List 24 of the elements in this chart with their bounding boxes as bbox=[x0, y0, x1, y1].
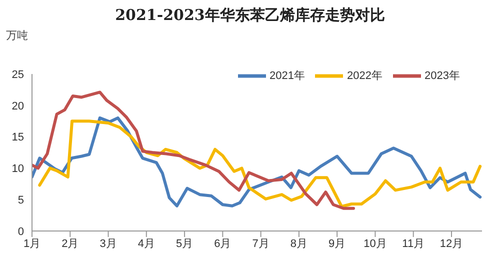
y-tick-label: 0 bbox=[18, 226, 24, 238]
x-tick-label: 1月 bbox=[23, 238, 41, 250]
legend-label: 2022年 bbox=[347, 70, 383, 82]
x-tick-label: 5月 bbox=[176, 238, 194, 250]
x-tick-label: 7月 bbox=[252, 238, 270, 250]
y-tick-label: 5 bbox=[18, 194, 24, 207]
chart-title: 2021-2023年华东苯乙烯库存走势对比 bbox=[114, 6, 386, 25]
x-tick-label: 9月 bbox=[328, 238, 346, 250]
x-tick-label: 6月 bbox=[214, 238, 232, 250]
x-tick-label: 10月 bbox=[364, 238, 387, 250]
x-tick-label: 8月 bbox=[290, 238, 308, 250]
x-tick-label: 2月 bbox=[62, 238, 79, 250]
y-axis-title: 万吨 bbox=[6, 29, 28, 43]
legend-label: 2023年 bbox=[424, 70, 460, 82]
x-tick-label: 12月 bbox=[440, 238, 464, 250]
x-tick-label: 3月 bbox=[100, 238, 117, 250]
legend-label: 2021年 bbox=[270, 70, 306, 82]
line-series bbox=[32, 90, 355, 210]
x-tick-label: 11月 bbox=[402, 238, 425, 250]
y-tick-label: 25 bbox=[12, 68, 24, 81]
x-tick-label: 4月 bbox=[138, 238, 155, 250]
y-tick-label: 15 bbox=[12, 132, 24, 144]
y-tick-label: 20 bbox=[12, 100, 24, 112]
y-tick-label: 10 bbox=[12, 163, 24, 176]
